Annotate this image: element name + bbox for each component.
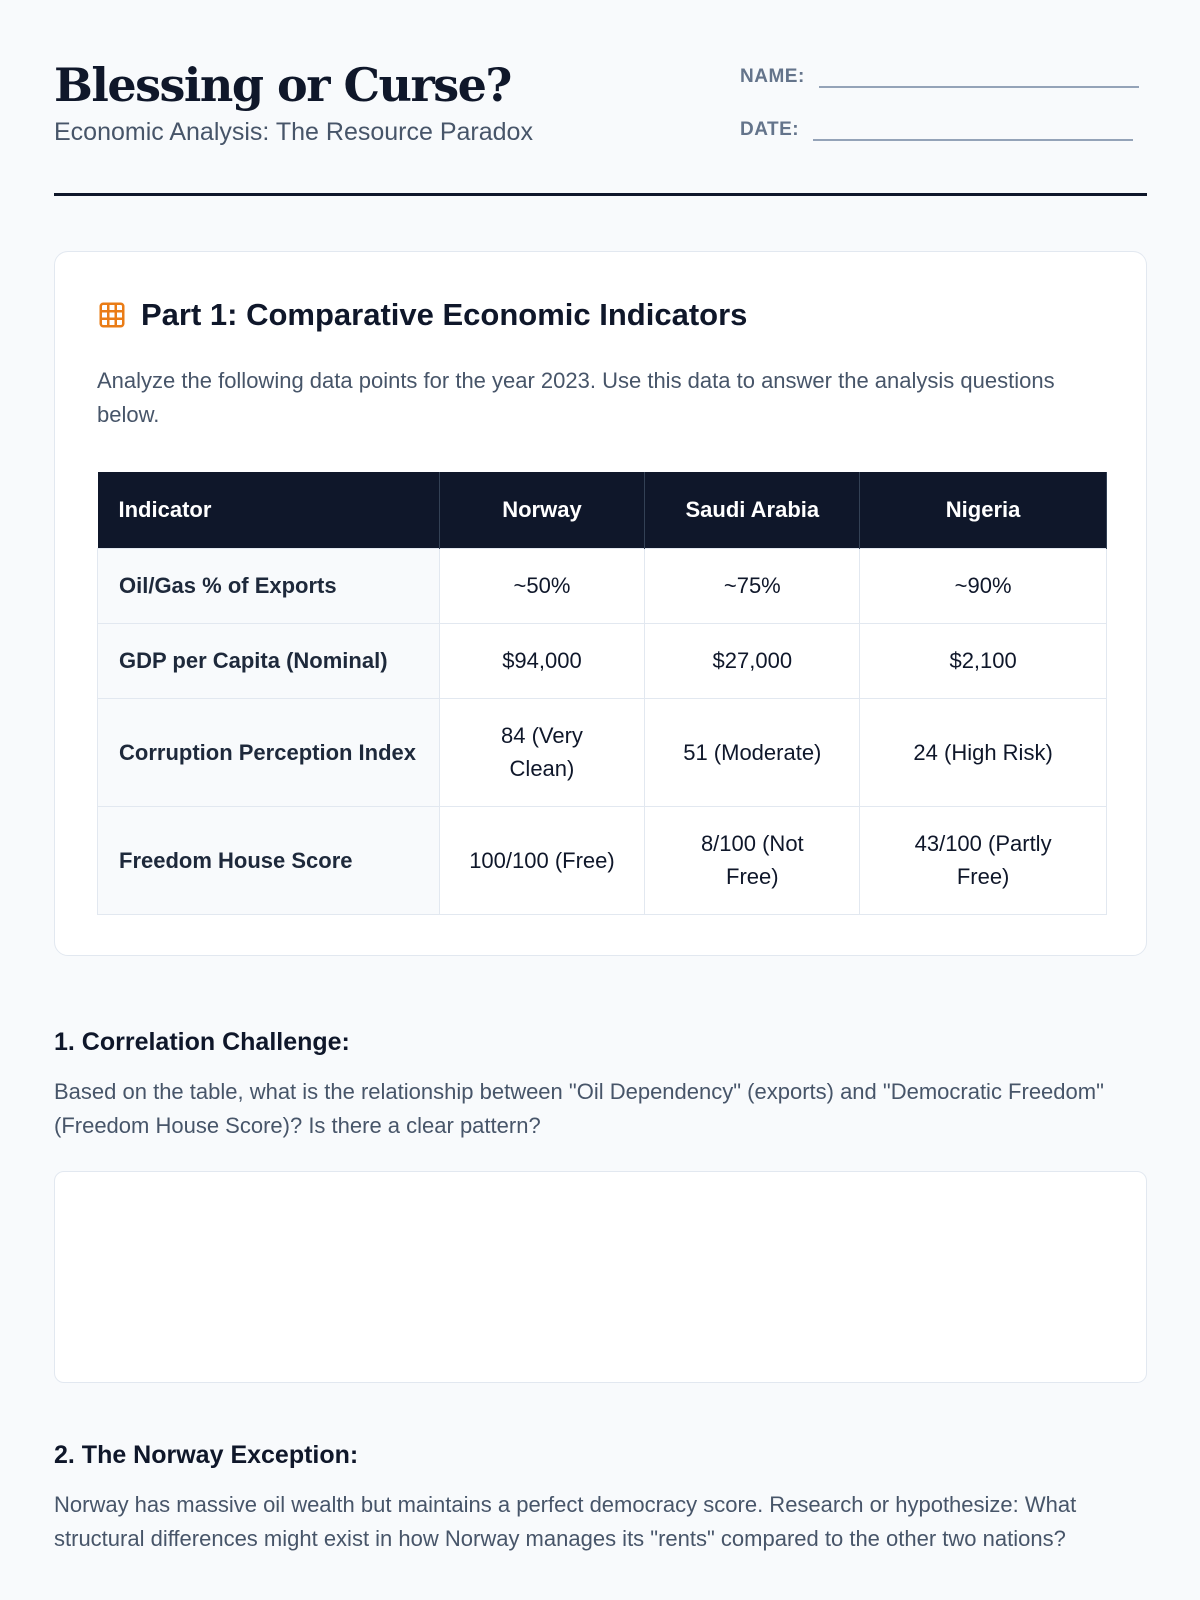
part1-card: Part 1: Comparative Economic Indicators … xyxy=(54,251,1147,956)
name-label: NAME: xyxy=(740,66,805,87)
question-text: Norway has massive oil wealth but mainta… xyxy=(54,1492,1077,1551)
table-cell: 8/100 (Not Free) xyxy=(644,805,861,915)
column-header: Nigeria xyxy=(859,472,1107,548)
table-cell: ~75% xyxy=(644,547,861,624)
date-line[interactable] xyxy=(813,115,1134,141)
column-header: Norway xyxy=(439,472,646,548)
date-field[interactable]: DATE: xyxy=(740,115,1134,141)
table-cell: $27,000 xyxy=(644,622,861,699)
table-cell: $94,000 xyxy=(438,622,646,699)
question-2: 2. The Norway Exception: Norway has mass… xyxy=(54,1441,1154,1556)
name-line[interactable] xyxy=(818,62,1139,88)
row-label: GDP per Capita (Nominal) xyxy=(97,622,440,699)
table-cell: 100/100 (Free) xyxy=(438,805,646,915)
question-heading: 2. The Norway Exception: xyxy=(54,1441,359,1469)
part1-title: Part 1: Comparative Economic Indicators xyxy=(141,297,748,332)
name-field[interactable]: NAME: xyxy=(740,62,1139,88)
answer-box-1[interactable] xyxy=(54,1171,1147,1383)
page-title: Blessing or Curse? xyxy=(54,58,512,112)
table-cell: 84 (Very Clean) xyxy=(438,697,646,807)
column-header: Saudi Arabia xyxy=(644,472,861,548)
table-row: Oil/Gas % of Exports ~50% ~75% ~90% xyxy=(97,547,1107,624)
date-label: DATE: xyxy=(740,119,800,140)
table-cell: 43/100 (Partly Free) xyxy=(859,805,1107,915)
column-header: Indicator xyxy=(97,472,440,548)
question-heading: 1. Correlation Challenge: xyxy=(54,1028,350,1056)
table-cell: 24 (High Risk) xyxy=(859,697,1107,807)
part1-description: Analyze the following data points for th… xyxy=(97,368,1055,427)
row-label: Corruption Perception Index xyxy=(97,697,440,807)
table-cell: ~50% xyxy=(438,547,646,624)
table-cell: ~90% xyxy=(859,547,1107,624)
row-label: Freedom House Score xyxy=(97,805,440,915)
table-cell: 51 (Moderate) xyxy=(644,697,861,807)
table-icon xyxy=(99,302,125,328)
table-cell: $2,100 xyxy=(859,622,1107,699)
worksheet-header: Blessing or Curse? Economic Analysis: Th… xyxy=(54,52,1147,196)
row-label: Oil/Gas % of Exports xyxy=(97,547,440,624)
page-subtitle: Economic Analysis: The Resource Paradox xyxy=(54,118,533,146)
question-text: Based on the table, what is the relation… xyxy=(54,1079,1104,1138)
question-1: 1. Correlation Challenge: Based on the t… xyxy=(54,1028,1154,1143)
table-header-row: Indicator Norway Saudi Arabia Nigeria xyxy=(97,472,1107,548)
indicators-table: Indicator Norway Saudi Arabia Nigeria Oi… xyxy=(97,472,1107,915)
table-row: Freedom House Score 100/100 (Free) 8/100 (… xyxy=(97,805,1107,915)
table-row: Corruption Perception Index 84 (Very Clea… xyxy=(97,697,1107,807)
table-row: GDP per Capita (Nominal) $94,000 $27,000 $2… xyxy=(97,622,1107,699)
